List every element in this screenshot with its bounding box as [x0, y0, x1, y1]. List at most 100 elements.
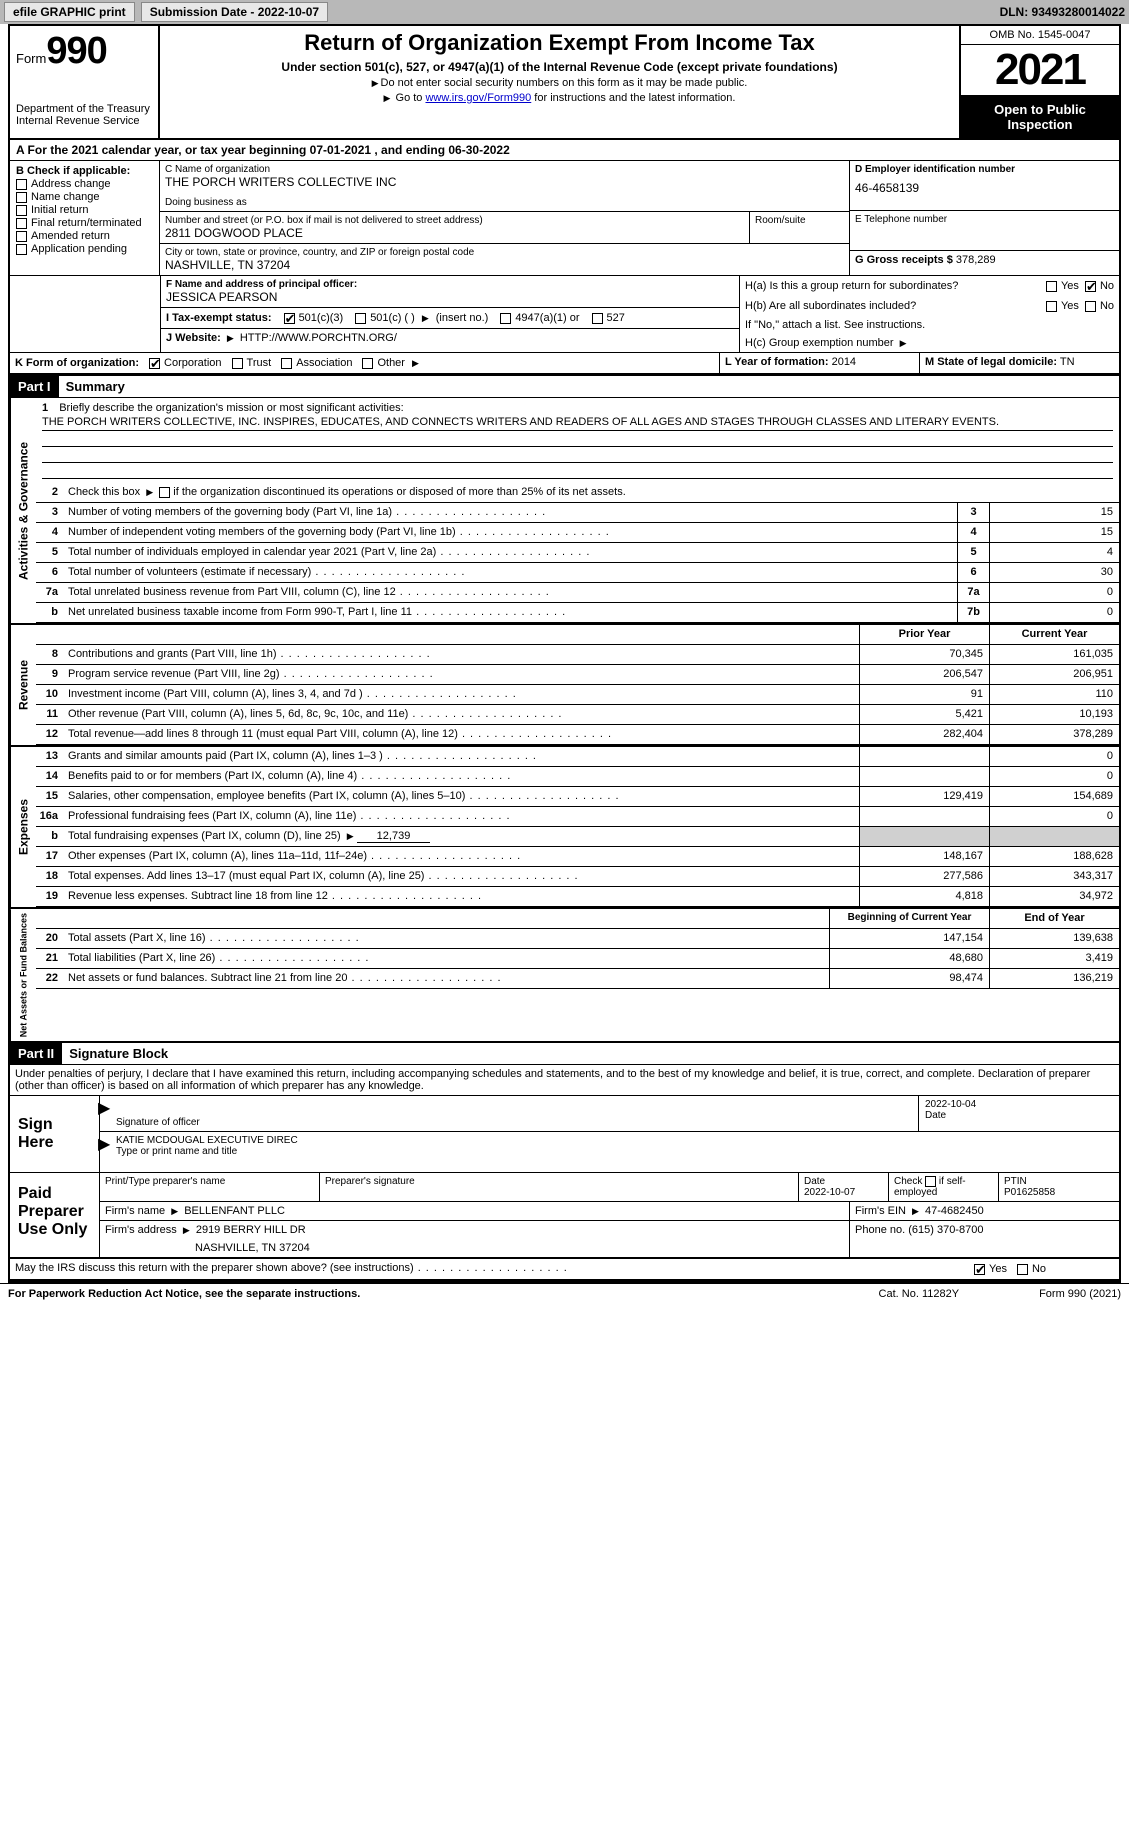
checkbox-icon: [1085, 301, 1096, 312]
cb-name-change[interactable]: Name change: [16, 191, 153, 203]
checkbox-icon: [16, 205, 27, 216]
col-header-row: Prior Year Current Year: [36, 625, 1119, 645]
line-11: 11 Other revenue (Part VIII, column (A),…: [36, 705, 1119, 725]
prior-val: 48,680: [829, 949, 989, 968]
checkbox-icon: [16, 231, 27, 242]
cb-discuss-yes[interactable]: Yes: [974, 1263, 1007, 1275]
cb-4947[interactable]: 4947(a)(1) or: [500, 312, 579, 324]
irs-link[interactable]: www.irs.gov/Form990: [425, 92, 531, 104]
org-name-cell: C Name of organization THE PORCH WRITERS…: [160, 161, 849, 212]
cb-initial-return[interactable]: Initial return: [16, 204, 153, 216]
cb-label: No: [1100, 300, 1114, 312]
checkbox-icon: [1046, 301, 1057, 312]
prior-val: 147,154: [829, 929, 989, 948]
cb-final-return[interactable]: Final return/terminated: [16, 217, 153, 229]
hb-note: If "No," attach a list. See instructions…: [740, 316, 1119, 334]
firm-addr2-val: NASHVILLE, TN 37204: [195, 1242, 844, 1254]
line-val: 30: [989, 563, 1119, 582]
cb-association[interactable]: Association: [281, 357, 352, 369]
line-val: 4: [989, 543, 1119, 562]
sig-name-label: Type or print name and title: [116, 1146, 237, 1157]
part1-num: Part I: [10, 376, 59, 397]
cb-label: Final return/terminated: [31, 217, 142, 229]
line2-pre: Check this box: [68, 486, 140, 498]
arrow-icon: [909, 1205, 922, 1217]
discuss-row: May the IRS discuss this return with the…: [10, 1259, 1119, 1281]
mission-text: THE PORCH WRITERS COLLECTIVE, INC. INSPI…: [42, 414, 1113, 431]
prep-sig-label: Preparer's signature: [320, 1173, 799, 1201]
cb-hb-yes[interactable]: Yes: [1046, 300, 1079, 312]
line-box: 5: [957, 543, 989, 562]
arrow-icon: [409, 357, 422, 369]
line-box: 6: [957, 563, 989, 582]
current-val: 34,972: [989, 887, 1119, 906]
line-16a: 16a Professional fundraising fees (Part …: [36, 807, 1119, 827]
hc-row: H(c) Group exemption number: [740, 334, 1119, 352]
arrow-icon: [897, 337, 910, 349]
cb-501c3[interactable]: 501(c)(3): [284, 312, 344, 324]
cb-ha-yes[interactable]: Yes: [1046, 280, 1079, 292]
addr-cell: Number and street (or P.O. box if mail i…: [160, 212, 749, 243]
note-pre: Go to: [396, 92, 426, 104]
firm-addr: Firm's address 2919 BERRY HILL DRNASHVIL…: [100, 1221, 849, 1257]
firm-phone: Phone no. (615) 370-8700: [849, 1221, 1119, 1257]
ha-label: H(a) Is this a group return for subordin…: [745, 280, 1046, 292]
line-num: 10: [36, 685, 64, 704]
preparer-row2: Firm's name BELLENFANT PLLC Firm's EIN 4…: [100, 1202, 1119, 1221]
sig-name: ▶ KATIE MCDOUGAL EXECUTIVE DIREC Type or…: [100, 1132, 1119, 1160]
formation-val: 2014: [832, 356, 856, 368]
cb-ha-no[interactable]: No: [1085, 280, 1114, 292]
firm-addr-val: 2919 BERRY HILL DR: [196, 1224, 306, 1236]
line-12: 12 Total revenue—add lines 8 through 11 …: [36, 725, 1119, 745]
arrow-icon: ▶: [98, 1098, 110, 1118]
preparer-label: Paid Preparer Use Only: [10, 1173, 100, 1257]
cb-application-pending[interactable]: Application pending: [16, 243, 153, 255]
firm-phone-val: (615) 370-8700: [908, 1224, 983, 1236]
sign-section: Sign Here ▶ Signature of officer 2022-10…: [10, 1096, 1119, 1173]
cb-other[interactable]: Other: [362, 357, 421, 369]
firm-val: BELLENFANT PLLC: [184, 1205, 285, 1217]
line-num: 4: [36, 523, 64, 542]
line-20: 20 Total assets (Part X, line 16) 147,15…: [36, 929, 1119, 949]
cb-discuss-no[interactable]: No: [1017, 1263, 1046, 1275]
cb-label: 527: [607, 312, 625, 324]
checkbox-icon[interactable]: [925, 1176, 936, 1187]
line-7a: 7a Total unrelated business revenue from…: [36, 583, 1119, 603]
line-desc: Salaries, other compensation, employee b…: [64, 787, 859, 806]
cb-527[interactable]: 527: [592, 312, 625, 324]
cb-hb-no[interactable]: No: [1085, 300, 1114, 312]
line16b-desc: Total fundraising expenses (Part IX, col…: [68, 830, 341, 842]
firm-ein: Firm's EIN 47-4682450: [849, 1202, 1119, 1220]
box-e: E Telephone number: [850, 211, 1119, 251]
sig-label: Signature of officer: [116, 1117, 200, 1128]
gov-label: Activities & Governance: [10, 398, 36, 623]
cb-corporation[interactable]: Corporation: [149, 357, 221, 369]
line-num: 11: [36, 705, 64, 724]
box-g: G Gross receipts $ 378,289: [850, 251, 1119, 269]
part2-header: Part II Signature Block: [10, 1041, 1119, 1065]
line-9: 9 Program service revenue (Part VIII, li…: [36, 665, 1119, 685]
checkbox-icon: [232, 358, 243, 369]
cb-trust[interactable]: Trust: [232, 357, 272, 369]
checkbox-icon: [16, 244, 27, 255]
line-desc: Number of independent voting members of …: [64, 523, 957, 542]
part2-num: Part II: [10, 1043, 62, 1064]
cb-amended-return[interactable]: Amended return: [16, 230, 153, 242]
checkbox-icon: [1085, 281, 1096, 292]
note-ssn: Do not enter social security numbers on …: [168, 77, 951, 89]
checkbox-icon: [592, 313, 603, 324]
prior-val: [859, 747, 989, 766]
prep-check: Check if self-employed: [889, 1173, 999, 1201]
checkbox-icon: [362, 358, 373, 369]
ein-val: 46-4658139: [855, 181, 1114, 195]
arrow-icon: [419, 312, 432, 324]
cb-501c[interactable]: 501(c) ( ) (insert no.): [355, 312, 488, 324]
begin-header: Beginning of Current Year: [829, 909, 989, 928]
exp-content: 13 Grants and similar amounts paid (Part…: [36, 747, 1119, 907]
shaded-cell: [859, 827, 989, 846]
formation-label: L Year of formation:: [725, 356, 829, 368]
checkbox-icon[interactable]: [159, 487, 170, 498]
submission-date-button[interactable]: Submission Date - 2022-10-07: [141, 2, 328, 22]
cb-address-change[interactable]: Address change: [16, 178, 153, 190]
efile-print-button[interactable]: efile GRAPHIC print: [4, 2, 135, 22]
